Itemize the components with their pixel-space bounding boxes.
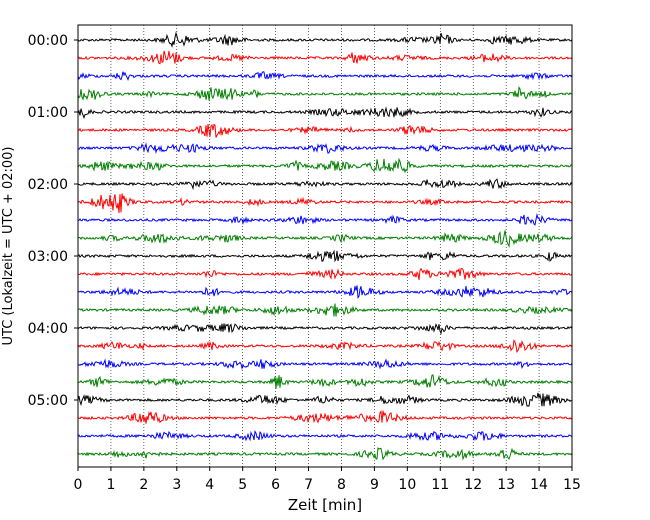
seismic-trace	[77, 157, 573, 174]
seismic-trace	[77, 71, 573, 81]
seismic-trace	[77, 358, 573, 370]
x-tick-label: 0	[74, 477, 83, 493]
y-tick-label: 01:00	[28, 105, 68, 121]
y-tick-label: 05:00	[28, 393, 68, 409]
seismic-trace	[77, 303, 573, 317]
y-axis-label: UTC (Lokalzeit = UTC + 02:00)	[1, 147, 16, 346]
seismic-trace	[77, 338, 573, 354]
seismic-trace	[77, 249, 573, 263]
x-tick-label: 11	[431, 477, 449, 493]
seismic-trace	[77, 374, 573, 389]
y-tick-label: 03:00	[28, 249, 68, 265]
x-tick-label: 4	[205, 477, 214, 493]
x-tick-label: 3	[172, 477, 181, 493]
seismic-trace	[77, 142, 573, 155]
x-tick-label: 9	[370, 477, 379, 493]
y-tick-label: 00:00	[28, 33, 68, 49]
x-tick-label: 8	[337, 477, 346, 493]
x-tick-label: 13	[497, 477, 515, 493]
seismic-trace	[77, 430, 573, 442]
x-tick-label: 5	[238, 477, 247, 493]
x-tick-label: 2	[139, 477, 148, 493]
x-tick-label: 6	[271, 477, 280, 493]
x-tick-label: 10	[398, 477, 416, 493]
seismic-trace	[77, 285, 573, 299]
seismic-trace	[77, 86, 573, 101]
seismic-trace	[77, 31, 573, 49]
seismic-trace	[77, 410, 573, 424]
seismic-trace	[77, 323, 573, 335]
y-axis-ticks: 00:00 01:00 02:00 03:00 04:00 05:00	[28, 33, 78, 409]
y-tick-label: 04:00	[28, 321, 68, 337]
x-axis-ticks: 0 1 2 3 4 5 6 7 8 9 10 11 12 13 14 15	[74, 467, 581, 493]
seismic-trace	[77, 193, 573, 214]
seismic-trace	[77, 212, 573, 226]
plot-frame	[77, 24, 573, 468]
x-axis-label: Zeit [min]	[288, 496, 362, 514]
seismic-trace	[77, 267, 573, 281]
x-tick-label: 15	[563, 477, 581, 493]
seismic-trace	[77, 178, 573, 191]
seismic-trace	[77, 106, 573, 120]
x-tick-label: 14	[530, 477, 548, 493]
y-tick-label: 02:00	[28, 177, 68, 193]
x-tick-label: 7	[304, 477, 313, 493]
seismic-trace	[77, 230, 573, 249]
seismic-trace	[77, 123, 573, 138]
seismic-trace	[77, 447, 573, 461]
x-tick-label: 1	[106, 477, 115, 493]
seismic-trace	[77, 50, 573, 65]
seismic-trace	[77, 392, 573, 407]
seismic-traces	[77, 31, 573, 461]
x-tick-label: 12	[464, 477, 482, 493]
